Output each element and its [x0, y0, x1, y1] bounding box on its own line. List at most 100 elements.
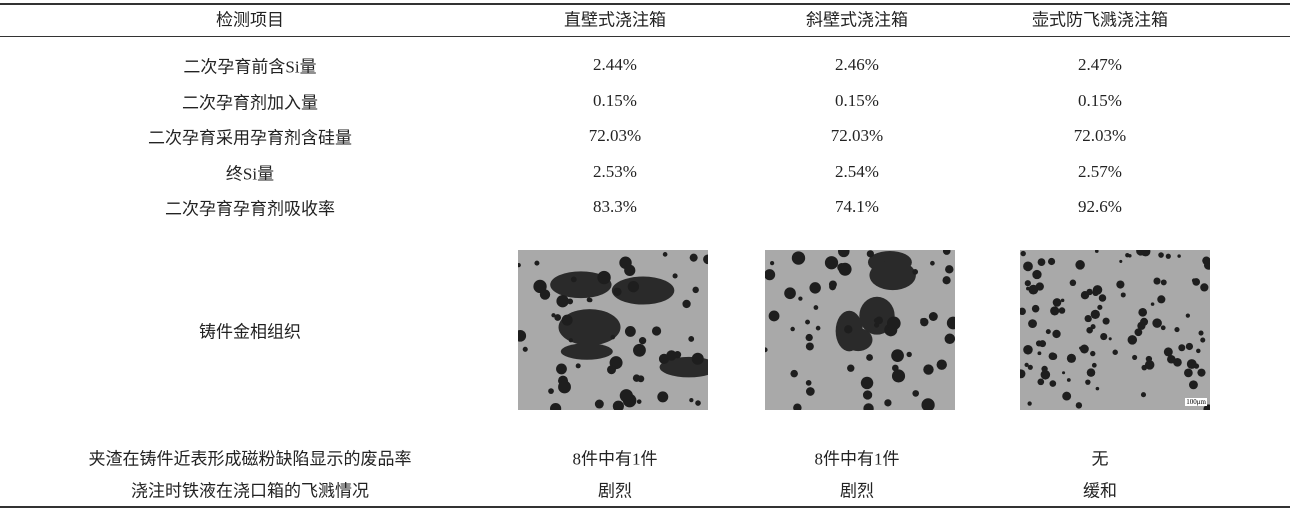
- cell: 2.44%: [593, 55, 637, 74]
- texture: [844, 325, 853, 334]
- texture: [1027, 401, 1032, 406]
- texture: [657, 391, 669, 403]
- texture: [611, 276, 675, 305]
- texture: [824, 256, 839, 270]
- texture: [1024, 280, 1031, 287]
- texture: [1164, 349, 1169, 353]
- texture: [770, 260, 775, 266]
- texture: [1198, 330, 1204, 336]
- texture: [1140, 246, 1151, 257]
- texture: [1092, 289, 1099, 297]
- texture: [560, 343, 613, 360]
- texture: [764, 269, 776, 281]
- texture: [1023, 345, 1033, 355]
- texture: [636, 399, 642, 404]
- micrograph: [514, 250, 719, 415]
- texture: [1177, 254, 1181, 258]
- texture: [534, 260, 540, 266]
- texture: [695, 400, 701, 406]
- texture: [859, 296, 895, 335]
- texture: [945, 265, 954, 274]
- texture: [659, 356, 719, 378]
- texture: [558, 309, 621, 346]
- texture: [514, 329, 527, 342]
- texture: [1023, 261, 1033, 272]
- texture: [1188, 380, 1198, 390]
- texture: [1200, 337, 1206, 343]
- texture: [944, 333, 956, 345]
- texture: [930, 260, 935, 266]
- texture: [906, 351, 912, 358]
- bottom-rule: [0, 506, 1290, 508]
- texture: [1069, 279, 1077, 287]
- texture: [1097, 304, 1103, 310]
- micrograph-image: [762, 245, 960, 414]
- texture: [633, 343, 646, 357]
- texture: [809, 282, 821, 294]
- texture: [1047, 257, 1056, 266]
- texture: [550, 271, 612, 299]
- texture: [1140, 392, 1147, 398]
- texture: [1125, 252, 1130, 258]
- texture: [1094, 249, 1099, 253]
- row-label: 二次孕育采用孕育剂含硅量: [148, 128, 352, 148]
- texture: [638, 337, 647, 345]
- texture: [619, 389, 633, 403]
- texture: [1197, 368, 1206, 377]
- texture: [921, 398, 935, 412]
- cell: 72.03%: [1073, 126, 1127, 145]
- texture: [1165, 253, 1171, 259]
- texture: [613, 287, 622, 297]
- texture: [1031, 304, 1040, 313]
- texture: [1060, 298, 1065, 303]
- texture: [805, 342, 814, 351]
- texture: [1066, 353, 1077, 363]
- texture: [805, 380, 812, 386]
- row-label: 二次孕育剂加入量: [182, 93, 318, 113]
- texture: [862, 390, 873, 400]
- texture: [793, 403, 802, 412]
- texture: [1098, 294, 1107, 302]
- texture: [912, 269, 919, 275]
- cell: 缓和: [1083, 481, 1117, 501]
- texture: [891, 369, 906, 383]
- texture: [1086, 326, 1093, 334]
- texture: [1049, 380, 1057, 387]
- texture: [1202, 256, 1211, 265]
- texture: [790, 326, 795, 332]
- texture: [1127, 335, 1138, 345]
- texture: [1132, 354, 1138, 360]
- texture: [1090, 324, 1096, 330]
- cell: 0.15%: [593, 91, 637, 110]
- texture: [1090, 350, 1096, 357]
- texture: [847, 364, 855, 372]
- texture: [884, 399, 892, 407]
- texture: [1186, 359, 1197, 369]
- texture: [1024, 362, 1029, 367]
- texture: [1062, 371, 1066, 375]
- texture: [692, 286, 699, 294]
- micrograph: [762, 245, 960, 414]
- texture: [539, 289, 551, 300]
- texture: [1144, 360, 1155, 370]
- texture: [1037, 378, 1045, 386]
- texture: [1048, 352, 1057, 360]
- texture: [1152, 318, 1162, 328]
- texture: [1140, 317, 1149, 326]
- texture: [768, 310, 780, 322]
- texture: [610, 334, 616, 340]
- texture: [624, 325, 636, 337]
- texture: [1134, 328, 1143, 337]
- texture: [838, 262, 852, 276]
- texture: [1058, 307, 1066, 314]
- texture: [662, 252, 668, 257]
- texture: [627, 281, 640, 293]
- texture: [805, 319, 810, 325]
- scale-label: 100μm: [1185, 398, 1207, 406]
- texture: [1160, 325, 1166, 331]
- texture: [1028, 319, 1037, 329]
- texture: [1178, 344, 1186, 352]
- texture: [1173, 358, 1182, 367]
- texture: [689, 398, 694, 403]
